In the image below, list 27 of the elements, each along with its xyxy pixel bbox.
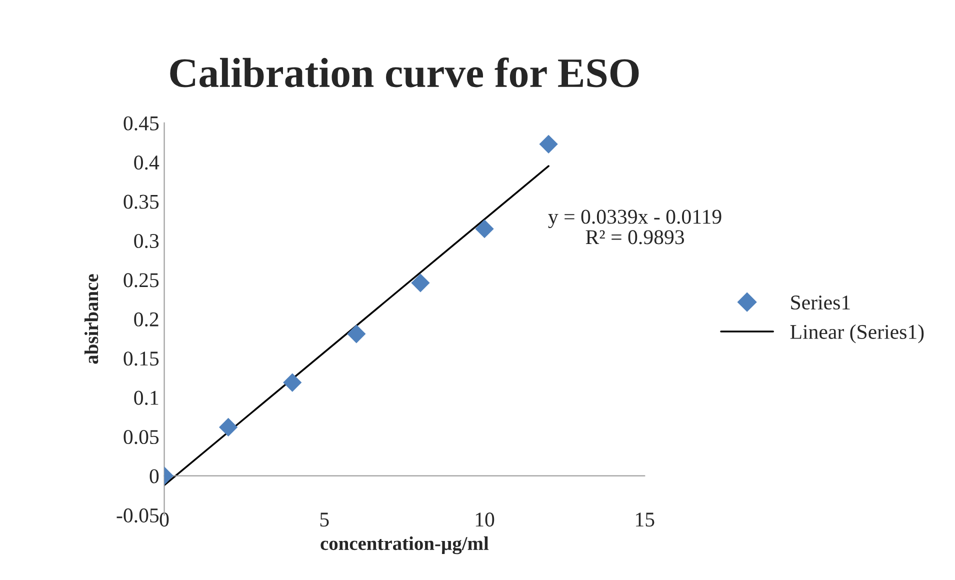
point <box>283 373 302 392</box>
y-tick-label: 0 <box>150 469 159 484</box>
annotation: y = 0.0339x - 0.0119 R² = 0.9893 <box>548 210 722 244</box>
y-tick-label: 0.15 <box>124 352 159 366</box>
y-tick-label: 0.1 <box>134 390 158 405</box>
legend-label: Series1 <box>791 296 850 310</box>
legend-label: Linear (Series1) <box>790 324 924 344</box>
x-axis-title: concentration-µg/ml <box>320 536 489 554</box>
x-tick-label: 15 <box>636 512 654 527</box>
y-tick-label: 0.35 <box>124 194 159 209</box>
y-tick-label: 0.45 <box>124 116 159 130</box>
y-axis-title: absirbance <box>84 274 98 364</box>
y-tick-label: -0.05 <box>116 508 159 523</box>
x-tick-label: 10 <box>476 512 494 527</box>
point <box>218 418 238 437</box>
point <box>411 274 430 292</box>
y-tick-label: 0.4 <box>134 156 160 170</box>
y-tick-label: 0.05 <box>124 430 159 444</box>
y-tick-label: 0.3 <box>134 234 159 248</box>
x-tick-label: 5 <box>320 512 329 527</box>
y-tick-label: 0.2 <box>134 312 158 327</box>
point <box>347 324 366 344</box>
point <box>475 220 494 238</box>
chart-title: Calibration curve for ESO <box>170 58 639 88</box>
point <box>539 134 558 154</box>
y-tick-label: 0.25 <box>124 273 159 288</box>
x-tick-label: 0 <box>160 512 169 527</box>
